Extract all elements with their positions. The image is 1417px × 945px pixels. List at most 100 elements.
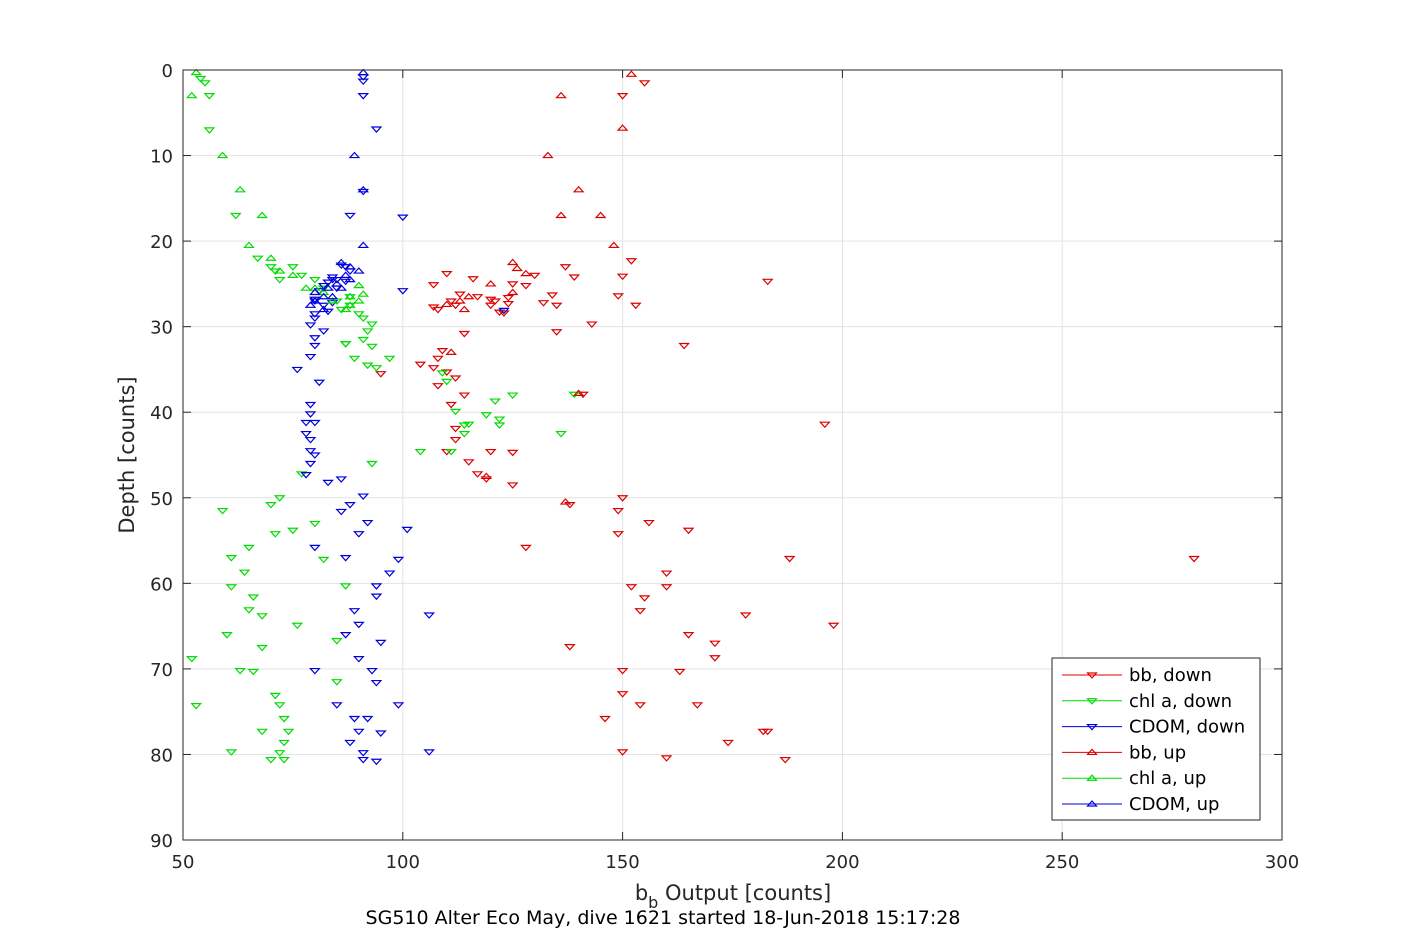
data-point: [585, 321, 598, 329]
data-point: [550, 302, 563, 310]
data-point: [247, 668, 260, 676]
data-point: [265, 264, 277, 271]
data-point: [568, 274, 581, 281]
data-point: [660, 584, 673, 591]
data-point: [243, 544, 255, 552]
data-point: [339, 341, 352, 348]
data-point: [511, 264, 523, 272]
data-point: [344, 739, 356, 747]
data-point: [339, 555, 352, 562]
data-point: [344, 294, 356, 301]
data-point: [427, 365, 440, 372]
data-point: [370, 593, 383, 601]
data-point: [331, 702, 343, 709]
data-point: [370, 583, 383, 590]
data-point: [818, 421, 831, 429]
data-point: [225, 555, 238, 562]
x-axis-label: bb Output [counts]: [635, 881, 831, 912]
y-tick-label: 40: [150, 403, 173, 424]
data-point: [546, 292, 559, 299]
data-point: [344, 262, 356, 270]
y-tick-label: 90: [150, 831, 173, 852]
y-tick-label: 70: [150, 660, 173, 681]
data-point: [634, 608, 647, 615]
data-point: [229, 212, 242, 220]
data-point: [462, 421, 475, 429]
data-point: [493, 309, 506, 317]
data-point: [493, 422, 506, 429]
data-point: [361, 328, 374, 335]
data-point: [506, 281, 519, 288]
legend-label: CDOM, up: [1129, 794, 1219, 815]
data-point: [335, 262, 348, 269]
data-point: [353, 267, 365, 274]
data-point: [370, 758, 383, 766]
data-point: [484, 279, 497, 287]
data-point: [423, 612, 436, 619]
data-point: [612, 531, 625, 538]
data-point: [309, 315, 321, 323]
data-point: [577, 391, 589, 399]
data-point: [344, 275, 356, 283]
data-point: [458, 422, 471, 429]
data-point: [616, 691, 629, 698]
y-axis-label: Depth [counts]: [115, 376, 139, 533]
data-point: [304, 401, 317, 409]
data-point: [616, 273, 629, 281]
data-point: [427, 282, 440, 289]
legend-marker: [1086, 672, 1098, 679]
data-point: [309, 297, 321, 304]
data-point: [506, 482, 519, 489]
data-point: [471, 471, 484, 478]
data-point: [370, 679, 383, 687]
data-point: [357, 336, 370, 344]
data-point: [300, 430, 312, 438]
data-point: [564, 501, 576, 509]
data-point: [317, 292, 330, 300]
series-2: [291, 74, 510, 766]
data-point: [256, 211, 268, 219]
data-point: [440, 270, 453, 278]
data-point: [432, 306, 444, 314]
data-point: [612, 293, 625, 300]
data-point: [616, 749, 629, 756]
data-point: [520, 269, 532, 277]
data-point: [221, 632, 233, 639]
data-point: [331, 279, 343, 287]
x-tick-label: 50: [172, 852, 195, 873]
x-tick-label: 250: [1045, 852, 1079, 873]
data-point: [572, 185, 585, 193]
data-point: [353, 621, 365, 629]
data-point: [344, 292, 356, 300]
data-point: [344, 302, 356, 310]
data-point: [761, 278, 774, 286]
data-point: [300, 472, 312, 479]
data-point: [506, 288, 519, 296]
data-point: [357, 493, 370, 500]
data-point: [361, 362, 374, 370]
data-point: [317, 556, 330, 564]
data-point: [625, 258, 638, 265]
data-point: [357, 93, 370, 100]
data-point: [357, 290, 370, 297]
data-point: [709, 640, 721, 648]
data-point: [353, 655, 365, 663]
data-point: [366, 321, 378, 329]
data-point: [660, 755, 673, 762]
plot-frame: [182, 69, 1283, 841]
data-point: [309, 276, 321, 284]
data-point: [392, 556, 405, 564]
data-point: [348, 355, 361, 363]
data-point: [458, 430, 471, 438]
data-point: [331, 679, 343, 686]
data-point: [335, 476, 348, 483]
legend-marker: [1086, 723, 1098, 731]
data-point: [449, 408, 462, 416]
data-point: [309, 667, 321, 675]
data-point: [278, 739, 290, 747]
series-0: [374, 80, 1200, 764]
data-point: [440, 300, 453, 308]
data-point: [502, 294, 515, 302]
grid: [182, 69, 1283, 841]
legend-label: chl a, down: [1129, 691, 1232, 712]
